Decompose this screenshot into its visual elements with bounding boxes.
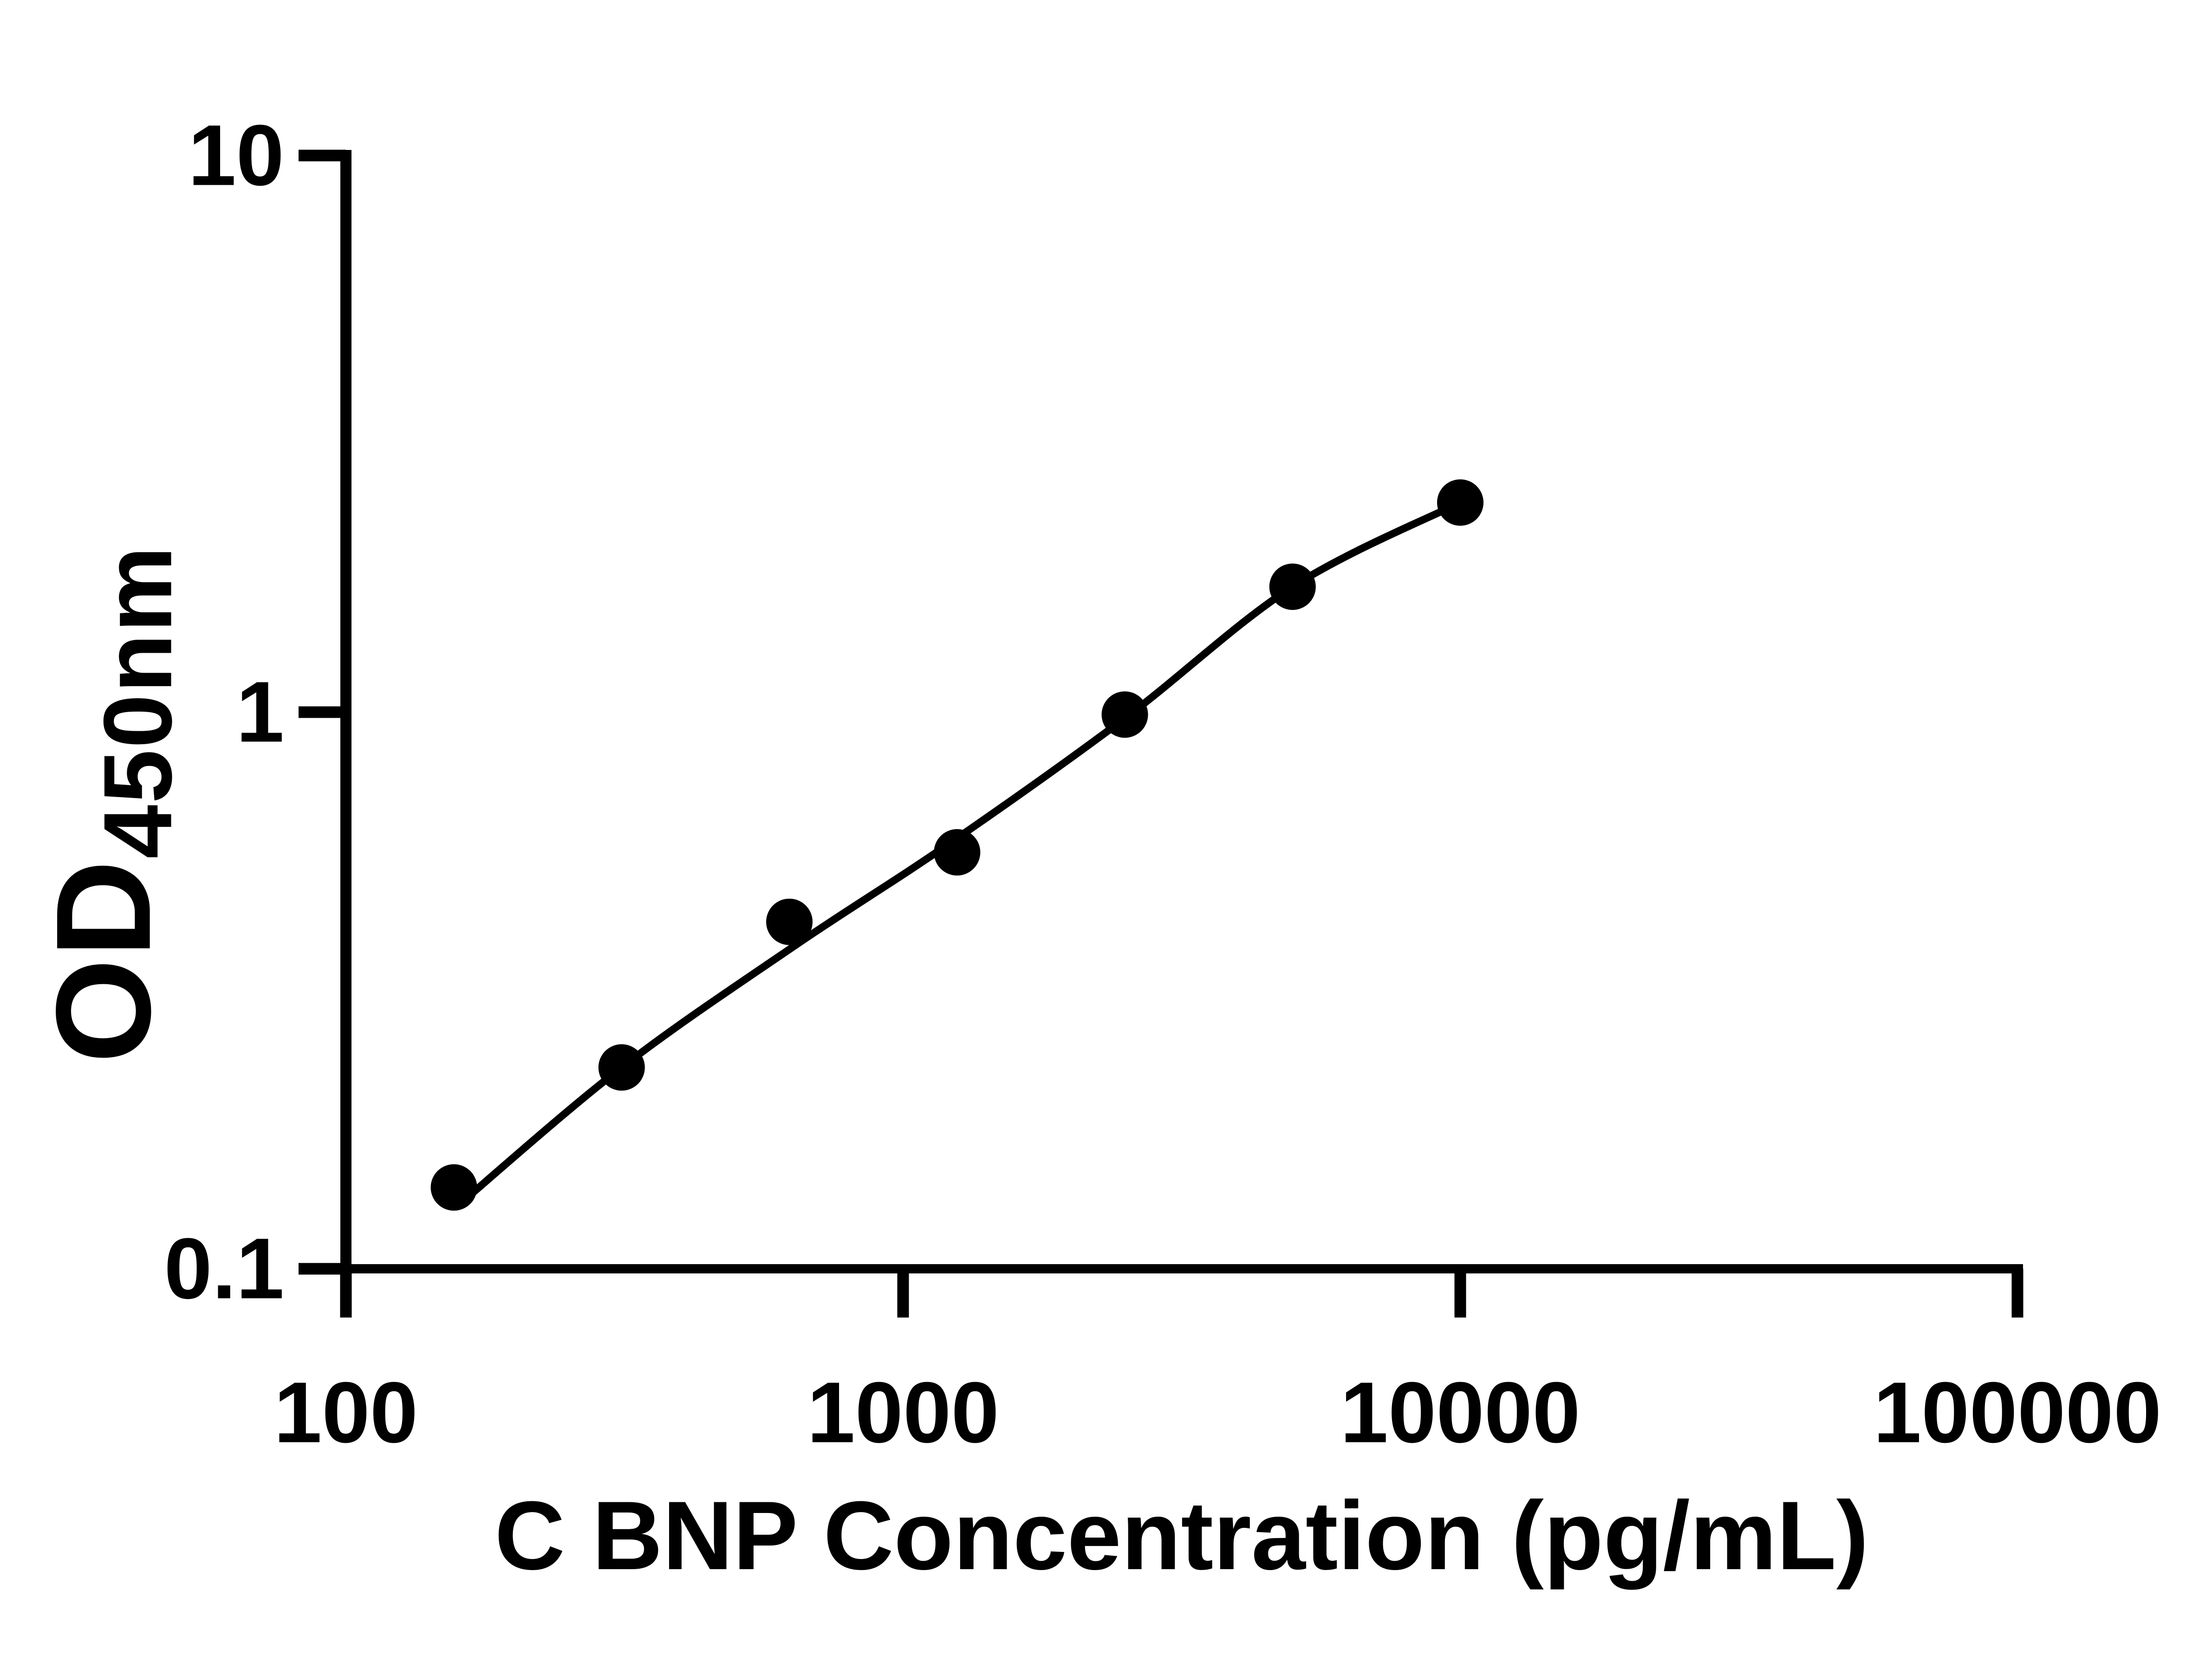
data-point: [1269, 563, 1316, 610]
data-point: [430, 1164, 477, 1211]
y-axis-tick-label: 10: [188, 108, 284, 204]
x-axis-tick-label: 10000: [1340, 1365, 1580, 1461]
x-axis-line: [340, 1264, 2023, 1273]
y-axis-tick-label: 0.1: [164, 1221, 284, 1317]
data-point: [766, 898, 813, 945]
x-axis-tick: [897, 1269, 909, 1318]
y-axis-title-subscript: 450nm: [84, 545, 192, 859]
y-axis-tick: [299, 149, 346, 162]
data-point: [934, 829, 981, 876]
data-point: [598, 1044, 645, 1091]
y-axis-title: OD450nm: [28, 545, 192, 1064]
x-axis-tick: [340, 1269, 352, 1318]
y-axis-title-main: OD: [28, 858, 179, 1064]
y-axis-tick-label: 1: [236, 664, 284, 760]
x-axis-tick: [2011, 1269, 2023, 1318]
x-axis-tick-label: 100: [274, 1365, 418, 1461]
x-axis-tick: [1454, 1269, 1466, 1318]
y-axis-tick: [299, 706, 346, 718]
x-axis-tick-label: 1000: [807, 1365, 999, 1461]
data-point: [1437, 479, 1483, 526]
data-point: [1101, 691, 1148, 738]
x-axis-title: C BNP Concentration (pg/mL): [494, 1487, 1868, 1584]
x-axis-tick-label: 100000: [1874, 1365, 2162, 1461]
y-axis-line: [340, 150, 351, 1318]
x-axis-title-text: C BNP Concentration (pg/mL): [494, 1481, 1869, 1590]
y-axis-tick: [299, 1263, 346, 1275]
